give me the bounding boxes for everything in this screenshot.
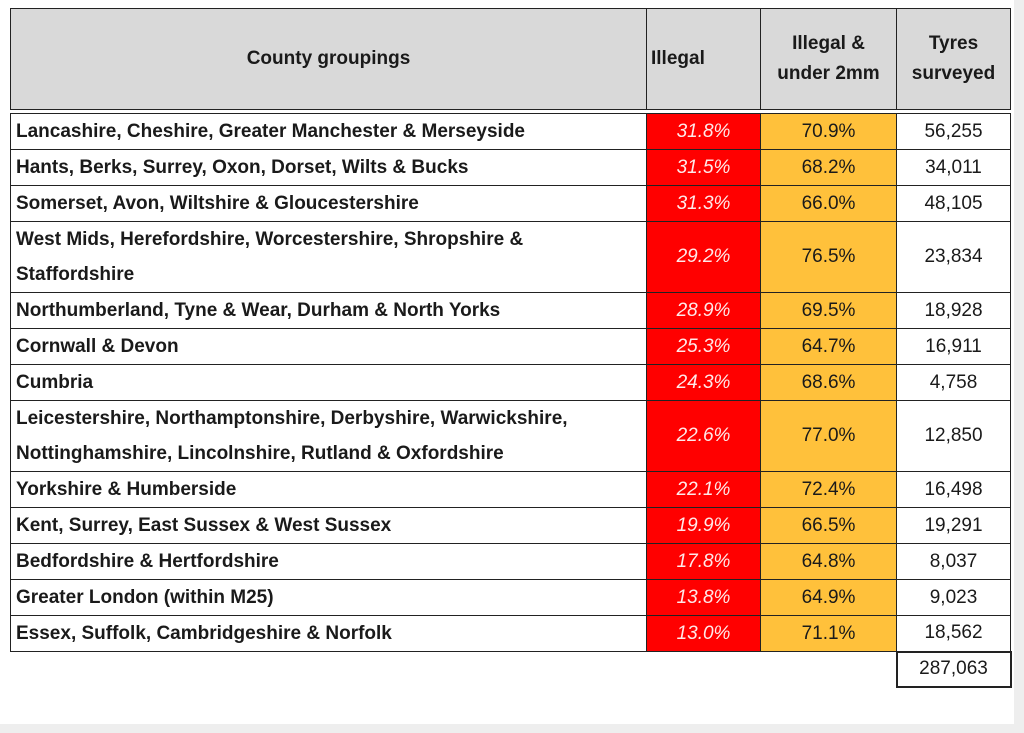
tyres-cell: 23,834 <box>896 221 1011 293</box>
under2mm-cell: 71.1% <box>760 615 897 652</box>
illegal-cell: 31.3% <box>646 185 761 222</box>
illegal-cell: 31.5% <box>646 149 761 186</box>
tyres-cell: 34,011 <box>896 149 1011 186</box>
table-row: Somerset, Avon, Wiltshire & Gloucestersh… <box>10 185 1011 222</box>
county-cell: Leicestershire, Northamptonshire, Derbys… <box>10 400 647 472</box>
table-row: Cornwall & Devon 25.3% 64.7% 16,911 <box>10 328 1011 365</box>
tyres-cell: 16,498 <box>896 471 1011 508</box>
tyres-cell: 8,037 <box>896 543 1011 580</box>
table-row: Hants, Berks, Surrey, Oxon, Dorset, Wilt… <box>10 149 1011 186</box>
county-cell: Cumbria <box>10 364 647 401</box>
tyres-cell: 4,758 <box>896 364 1011 401</box>
tyres-cell: 56,255 <box>896 113 1011 150</box>
table-row: West Mids, Herefordshire, Worcestershire… <box>10 221 1011 293</box>
tyres-cell: 18,928 <box>896 292 1011 329</box>
table-body: Lancashire, Cheshire, Greater Manchester… <box>10 113 1011 652</box>
tyres-cell: 18,562 <box>896 615 1011 652</box>
under2mm-cell: 72.4% <box>760 471 897 508</box>
illegal-cell: 31.8% <box>646 113 761 150</box>
county-cell: Northumberland, Tyne & Wear, Durham & No… <box>10 292 647 329</box>
illegal-cell: 29.2% <box>646 221 761 293</box>
table-row: Lancashire, Cheshire, Greater Manchester… <box>10 113 1011 150</box>
total-row: 287,063 <box>11 650 1012 688</box>
tyres-cell: 48,105 <box>896 185 1011 222</box>
tyres-cell: 16,911 <box>896 328 1011 365</box>
under2mm-cell: 64.7% <box>760 328 897 365</box>
table-row: Kent, Surrey, East Sussex & West Sussex 1… <box>10 507 1011 544</box>
table-row: Essex, Suffolk, Cambridgeshire & Norfolk… <box>10 615 1011 652</box>
tyres-cell: 9,023 <box>896 579 1011 616</box>
tyres-cell: 19,291 <box>896 507 1011 544</box>
illegal-cell: 22.6% <box>646 400 761 472</box>
illegal-cell: 28.9% <box>646 292 761 329</box>
illegal-cell: 22.1% <box>646 471 761 508</box>
table-row: Bedfordshire & Hertfordshire 17.8% 64.8% 8,… <box>10 543 1011 580</box>
under2mm-cell: 70.9% <box>760 113 897 150</box>
header-row: County groupings Illegal Illegal & under… <box>10 8 1011 110</box>
tyre-survey-table: County groupings Illegal Illegal & under… <box>10 8 1012 688</box>
illegal-cell: 13.0% <box>646 615 761 652</box>
illegal-cell: 19.9% <box>646 507 761 544</box>
county-cell: Cornwall & Devon <box>10 328 647 365</box>
under2mm-cell: 66.5% <box>760 507 897 544</box>
county-cell: Essex, Suffolk, Cambridgeshire & Norfolk <box>10 615 647 652</box>
header-under2mm: Illegal & under 2mm <box>760 8 897 110</box>
county-cell: Yorkshire & Humberside <box>10 471 647 508</box>
header-tyres: Tyres surveyed <box>896 8 1011 110</box>
under2mm-cell: 76.5% <box>760 221 897 293</box>
county-cell: Hants, Berks, Surrey, Oxon, Dorset, Wilt… <box>10 149 647 186</box>
header-county: County groupings <box>10 8 647 110</box>
table-row: Leicestershire, Northamptonshire, Derbys… <box>10 400 1011 472</box>
county-cell: Greater London (within M25) <box>10 579 647 616</box>
table-row: Greater London (within M25) 13.8% 64.9% 9,0… <box>10 579 1011 616</box>
illegal-cell: 17.8% <box>646 543 761 580</box>
table-row: Cumbria 24.3% 68.6% 4,758 <box>10 364 1011 401</box>
county-cell: West Mids, Herefordshire, Worcestershire… <box>10 221 647 293</box>
tyres-cell: 12,850 <box>896 400 1011 472</box>
table-row: Yorkshire & Humberside 22.1% 72.4% 16,498 <box>10 471 1011 508</box>
total-spacer <box>11 652 897 687</box>
under2mm-cell: 77.0% <box>760 400 897 472</box>
under2mm-cell: 66.0% <box>760 185 897 222</box>
county-cell: Kent, Surrey, East Sussex & West Sussex <box>10 507 647 544</box>
illegal-cell: 13.8% <box>646 579 761 616</box>
under2mm-cell: 68.2% <box>760 149 897 186</box>
under2mm-cell: 68.6% <box>760 364 897 401</box>
total-tyres: 287,063 <box>895 650 1012 688</box>
county-cell: Bedfordshire & Hertfordshire <box>10 543 647 580</box>
county-cell: Somerset, Avon, Wiltshire & Gloucestersh… <box>10 185 647 222</box>
header-illegal: Illegal <box>646 8 761 110</box>
under2mm-cell: 64.8% <box>760 543 897 580</box>
under2mm-cell: 64.9% <box>760 579 897 616</box>
county-cell: Lancashire, Cheshire, Greater Manchester… <box>10 113 647 150</box>
illegal-cell: 24.3% <box>646 364 761 401</box>
under2mm-cell: 69.5% <box>760 292 897 329</box>
table-row: Northumberland, Tyne & Wear, Durham & No… <box>10 292 1011 329</box>
illegal-cell: 25.3% <box>646 328 761 365</box>
